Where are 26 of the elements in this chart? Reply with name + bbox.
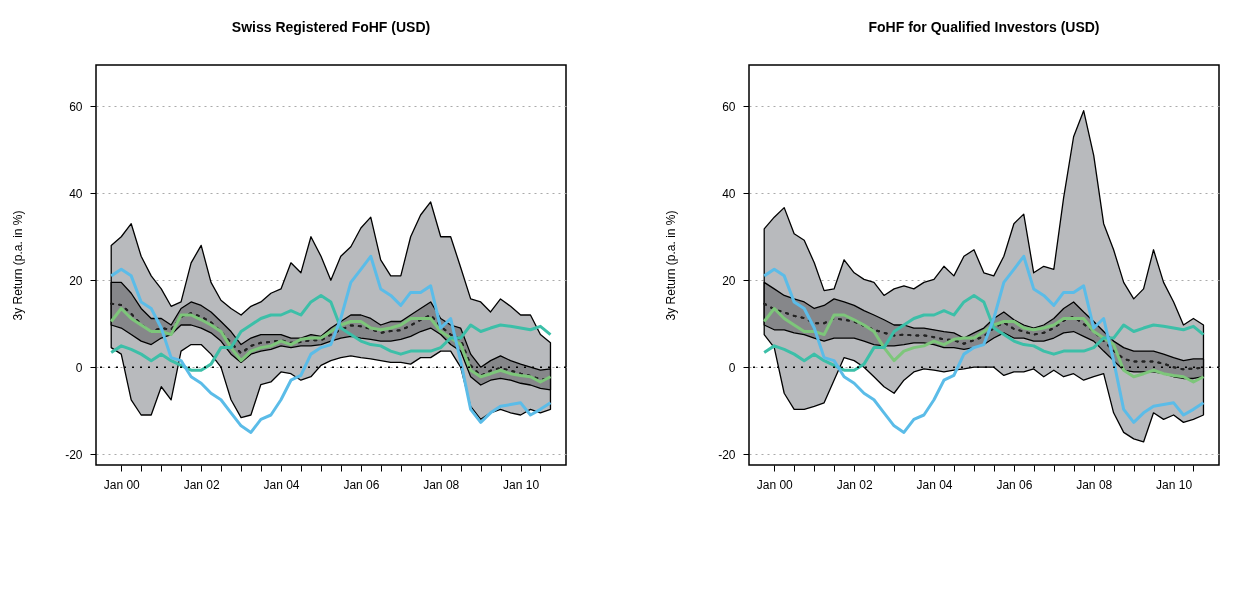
x-tick-label: Jan 10 — [503, 477, 540, 492]
x-tick-label: Jan 00 — [756, 477, 794, 492]
x-tick-label: Jan 04 — [263, 477, 300, 492]
y-tick-label: 60 — [69, 99, 83, 114]
y-tick-label: 20 — [69, 273, 83, 288]
x-tick-label: Jan 10 — [1156, 477, 1193, 492]
y-tick-label: -20 — [718, 447, 736, 462]
y-axis-title: 3y Return (p.a. in %) — [664, 210, 679, 321]
x-tick-label: Jan 02 — [836, 477, 874, 492]
y-tick-label: 20 — [722, 273, 736, 288]
y-tick-label: -20 — [65, 447, 83, 462]
y-tick-label: 40 — [69, 186, 83, 201]
y-tick-label: 60 — [722, 99, 736, 114]
x-tick-label: Jan 04 — [916, 477, 953, 492]
x-tick-label: Jan 08 — [423, 477, 460, 492]
y-axis-title: 3y Return (p.a. in %) — [11, 210, 26, 321]
x-tick-label: Jan 06 — [996, 477, 1033, 492]
x-tick-label: Jan 08 — [1076, 477, 1113, 492]
y-tick-label: 0 — [728, 360, 736, 375]
x-tick-label: Jan 02 — [183, 477, 221, 492]
y-tick-label: 40 — [722, 186, 736, 201]
x-tick-label: Jan 00 — [103, 477, 141, 492]
chart-title: Swiss Registered FoHF (USD) — [231, 19, 431, 35]
x-tick-label: Jan 06 — [343, 477, 380, 492]
chart-title: FoHF for Qualified Investors (USD) — [868, 19, 1100, 35]
y-tick-label: 0 — [75, 360, 83, 375]
